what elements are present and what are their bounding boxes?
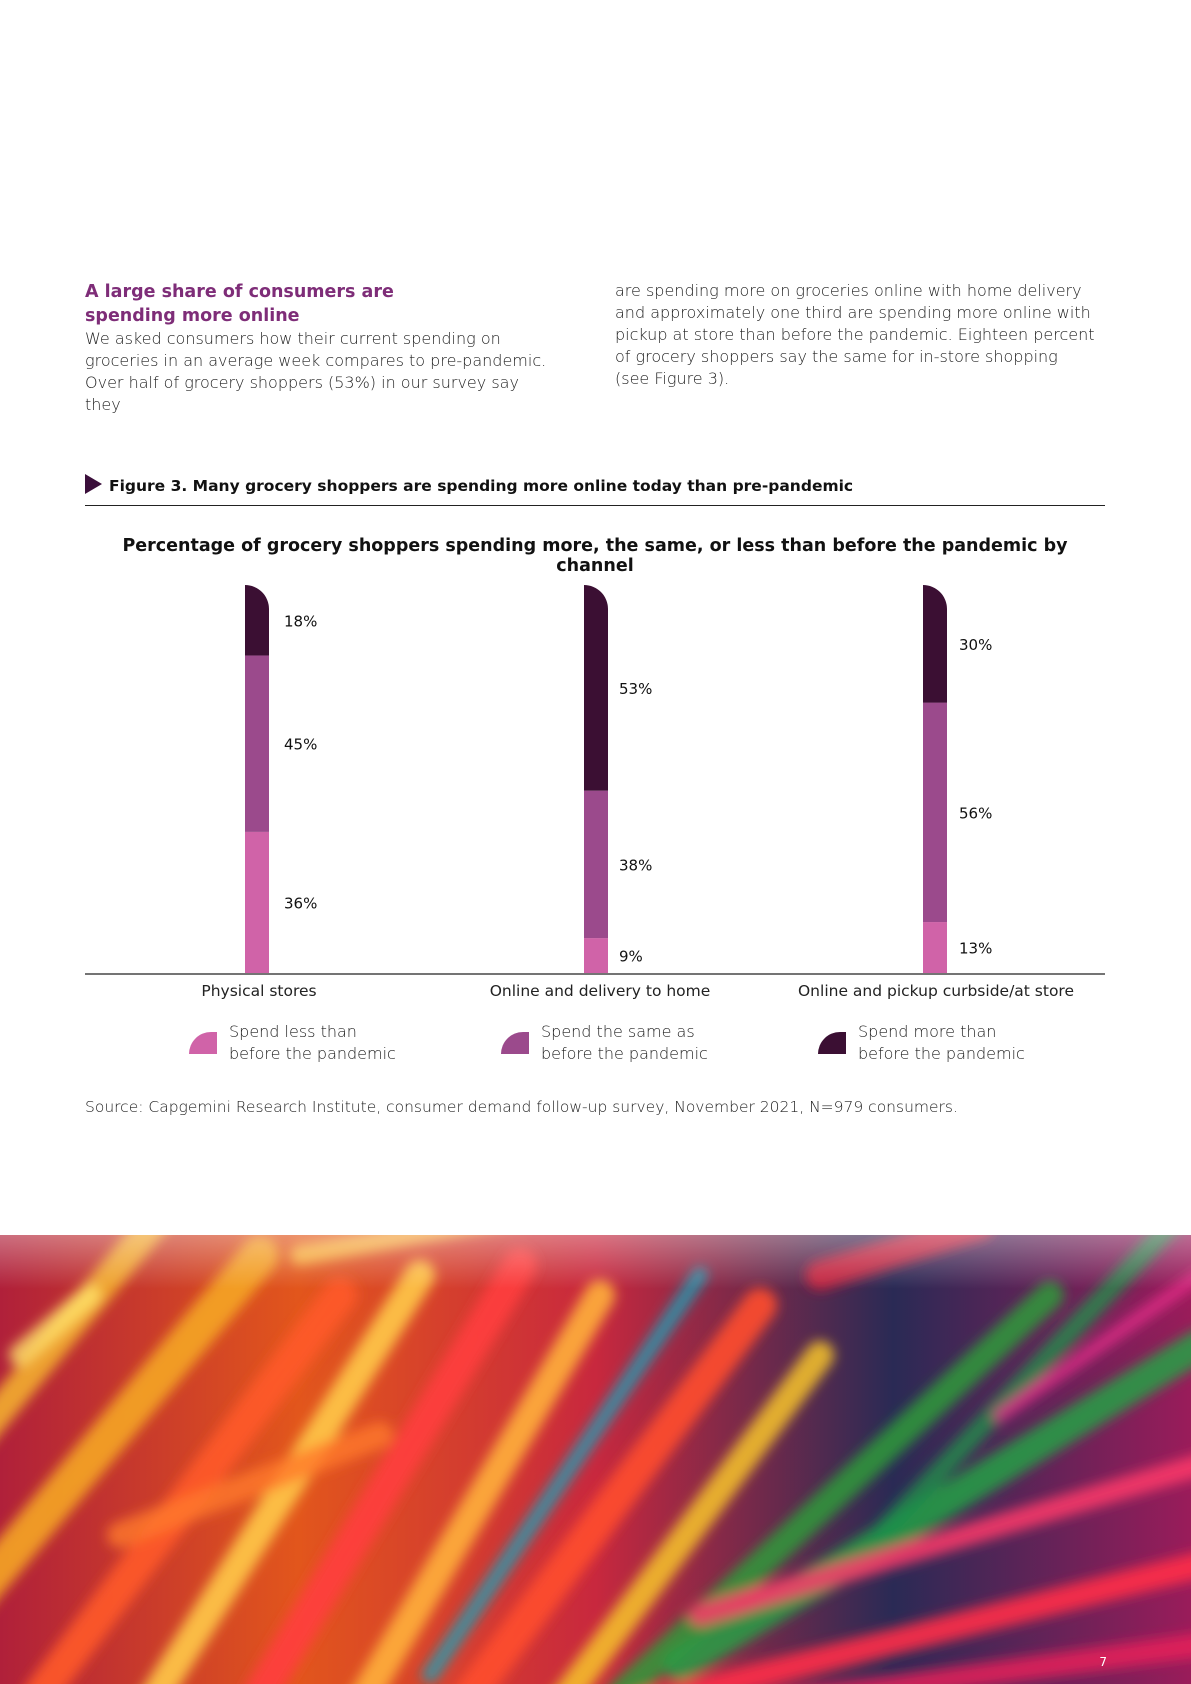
bar-segment-less [245,831,269,973]
value-label: 53% [619,680,652,698]
decorative-photo [0,1235,1191,1684]
body-line: of grocery shoppers say the same for in-… [615,347,1058,366]
legend-label: Spend less than [229,1022,357,1041]
value-label: 45% [284,736,317,754]
category-label: Online and pickup curbside/at store [798,982,1074,1000]
bar-segment-more [584,585,608,791]
chart-title: Percentage of grocery shoppers spending … [122,536,1068,576]
body-line: (see Figure 3). [615,369,730,388]
bar-segment-less [923,922,947,973]
right-text-column: are spending more on groceries online wi… [615,280,1105,390]
legend-label: Spend the same as [541,1022,695,1041]
body-line: and approximately one third are spending… [615,303,1091,322]
body-line: are spending more on groceries online wi… [615,281,1082,300]
legend-label: before the pandemic [229,1044,396,1063]
legend-label: before the pandemic [541,1044,708,1063]
section-heading: A large share of consumers are spending … [85,282,394,326]
legend-item-same: Spend the same as before the pandemic [501,1021,708,1065]
body-line: We asked consumers how their current spe… [85,329,501,348]
value-label: 30% [959,636,992,654]
legend-label: before the pandemic [858,1044,1025,1063]
value-labels-group: 36% 45% 18% 9% 38% 53% 13% 56% 30% [284,612,992,965]
bars-group [245,585,947,973]
legend-item-more: Spend more than before the pandemic [818,1021,1025,1065]
category-label: Online and delivery to home [490,982,711,1000]
legend-swatch-less [189,1032,217,1054]
figure-caption-text: Figure 3. Many grocery shoppers are spen… [109,477,854,495]
bar-segment-less [584,938,608,973]
value-label: 9% [619,948,643,966]
value-label: 56% [959,804,992,822]
category-label: Physical stores [201,982,316,1000]
category-labels-group: Physical stores Online and delivery to ho… [201,982,1074,1000]
bar-segment-more [245,585,269,656]
bar-segment-same [923,702,947,923]
bar-segment-more [923,585,947,703]
page-number: 7 [1099,1655,1107,1669]
value-label: 13% [959,940,992,958]
bar-segment-same [245,655,269,832]
legend-label: Spend more than [858,1022,997,1041]
stacked-bar-chart: 36% 45% 18% 9% 38% 53% 13% 56% 30% Physical stor… [85,585,1105,1000]
caption-triangle-icon [85,474,102,494]
figure-source: Source: Capgemini Research Institute, co… [85,1098,958,1116]
body-line: pickup at store than before the pandemic… [615,325,1095,344]
value-label: 38% [619,856,652,874]
bar-segment-same [584,790,608,939]
figure-caption: Figure 3. Many grocery shoppers are spen… [85,474,1105,506]
legend-swatch-same [501,1032,529,1054]
body-line: groceries in an average week compares to… [85,351,547,370]
value-label: 36% [284,894,317,912]
left-text-column: A large share of consumers are spending … [85,280,555,416]
legend-item-less: Spend less than before the pandemic [189,1021,396,1065]
value-label: 18% [284,612,317,630]
body-line: Over half of grocery shoppers (53%) in o… [85,373,519,414]
legend-swatch-more [818,1032,846,1054]
abstract-colorful-photo [0,1235,1191,1684]
